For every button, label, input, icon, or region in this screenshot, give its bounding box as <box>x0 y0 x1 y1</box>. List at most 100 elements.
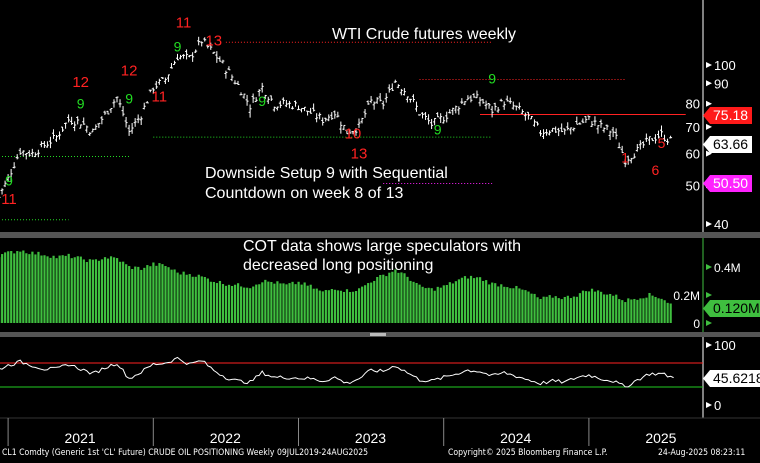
cot-bar <box>509 288 512 323</box>
cot-bar <box>91 259 94 323</box>
cot-bar <box>258 284 261 323</box>
td-count-label: 9 <box>5 172 13 188</box>
td-count-label: 9 <box>488 70 496 86</box>
cot-bar <box>40 255 43 323</box>
cot-bar <box>49 257 52 323</box>
cot-bar <box>466 278 470 323</box>
cot-bar <box>418 284 421 323</box>
price-tick <box>706 62 712 68</box>
cot-bar <box>73 257 76 323</box>
cot-bar <box>173 269 176 323</box>
cot-bar <box>218 280 222 323</box>
td-count-label: 9 <box>77 96 85 112</box>
cot-bar <box>70 258 73 323</box>
cot-bar <box>19 251 22 323</box>
cot-bar <box>342 291 346 323</box>
cot-bar <box>128 266 131 323</box>
cot-bar <box>333 289 336 323</box>
cot-bar <box>406 276 409 323</box>
year-label: 2024 <box>500 430 531 446</box>
cot-bar <box>140 269 143 323</box>
cot-bar <box>97 260 101 323</box>
cot-bar <box>179 274 182 323</box>
cot-bar <box>230 285 234 323</box>
cot-bar <box>330 289 333 323</box>
cot-bar <box>524 290 527 323</box>
setup-note-line2: Countdown on week 8 of 13 <box>205 185 404 202</box>
cot-bar <box>106 258 110 323</box>
cot-bar <box>415 282 418 323</box>
cot-bar <box>312 288 315 323</box>
td-count-label: 10 <box>345 126 362 143</box>
cot-bar <box>252 286 255 323</box>
td-count-label: 1 <box>621 150 629 166</box>
cot-bar <box>200 276 203 323</box>
year-label: 2022 <box>210 430 241 446</box>
cot-bar <box>367 283 370 323</box>
cot-bar <box>321 291 324 323</box>
cot-bar <box>533 293 536 323</box>
cot-bar <box>112 257 116 323</box>
price-tick <box>706 220 712 227</box>
cot-bar <box>600 291 603 323</box>
cot-bar <box>167 267 170 323</box>
cot-bar <box>654 296 657 323</box>
cot-bar <box>31 251 34 323</box>
td-count-label: 13 <box>351 146 368 163</box>
panel-resize-handle <box>370 333 386 336</box>
cot-bar <box>273 283 276 323</box>
copyright: Copyright© 2025 Bloomberg Finance L.P. <box>448 448 608 458</box>
cot-bar <box>67 253 70 323</box>
cot-bar <box>424 288 427 323</box>
td-count-label: 11 <box>176 15 192 32</box>
cot-bar <box>575 296 578 323</box>
cot-bar <box>542 296 545 323</box>
cot-bar <box>479 277 482 323</box>
cot-bar <box>370 282 373 323</box>
cot-bar <box>119 261 122 323</box>
cot-bar <box>530 293 533 323</box>
cot-bar <box>397 272 400 323</box>
td-count-label: 12 <box>121 63 138 80</box>
cot-bar <box>203 276 206 323</box>
cot-bar <box>373 280 376 323</box>
cot-last-tag: 0.120M <box>703 300 760 317</box>
cot-bar <box>61 255 64 323</box>
price-tick-label: 50 <box>686 178 700 193</box>
cot-bar <box>606 294 609 323</box>
cot-bar <box>88 259 91 323</box>
cot-bar <box>7 251 10 323</box>
cot-bar <box>475 277 479 323</box>
cot-bar <box>485 280 488 323</box>
cot-bar <box>388 272 391 323</box>
price-tick-label: 90 <box>714 76 728 91</box>
cot-bar <box>482 280 485 323</box>
cot-bar <box>94 259 98 323</box>
cot-bar <box>358 288 361 323</box>
cot-bar <box>161 264 164 323</box>
cot-bar <box>16 251 19 323</box>
td-count-label: 11 <box>1 191 17 208</box>
cot-bar <box>430 288 433 323</box>
cot-bar <box>548 295 551 323</box>
cot-bar <box>651 295 654 323</box>
cot-bar <box>590 288 594 323</box>
price-tick <box>706 123 712 130</box>
cot-bar <box>25 253 28 323</box>
cot-bar <box>267 281 270 323</box>
cot-bar <box>642 298 645 323</box>
cot-bar <box>379 274 382 323</box>
cot-bar <box>636 299 639 323</box>
cot-bar <box>609 293 612 323</box>
cot-bar <box>551 297 554 323</box>
cot-bar <box>488 284 491 323</box>
cot-bar <box>451 283 454 323</box>
cot-bar <box>233 284 237 323</box>
cot-bar <box>557 298 560 323</box>
cot-bar <box>572 296 575 323</box>
cot-tick <box>706 264 712 270</box>
cot-bar <box>13 253 16 323</box>
cot-bar <box>518 288 521 323</box>
cot-bar <box>255 284 258 323</box>
cot-bar <box>497 286 500 323</box>
